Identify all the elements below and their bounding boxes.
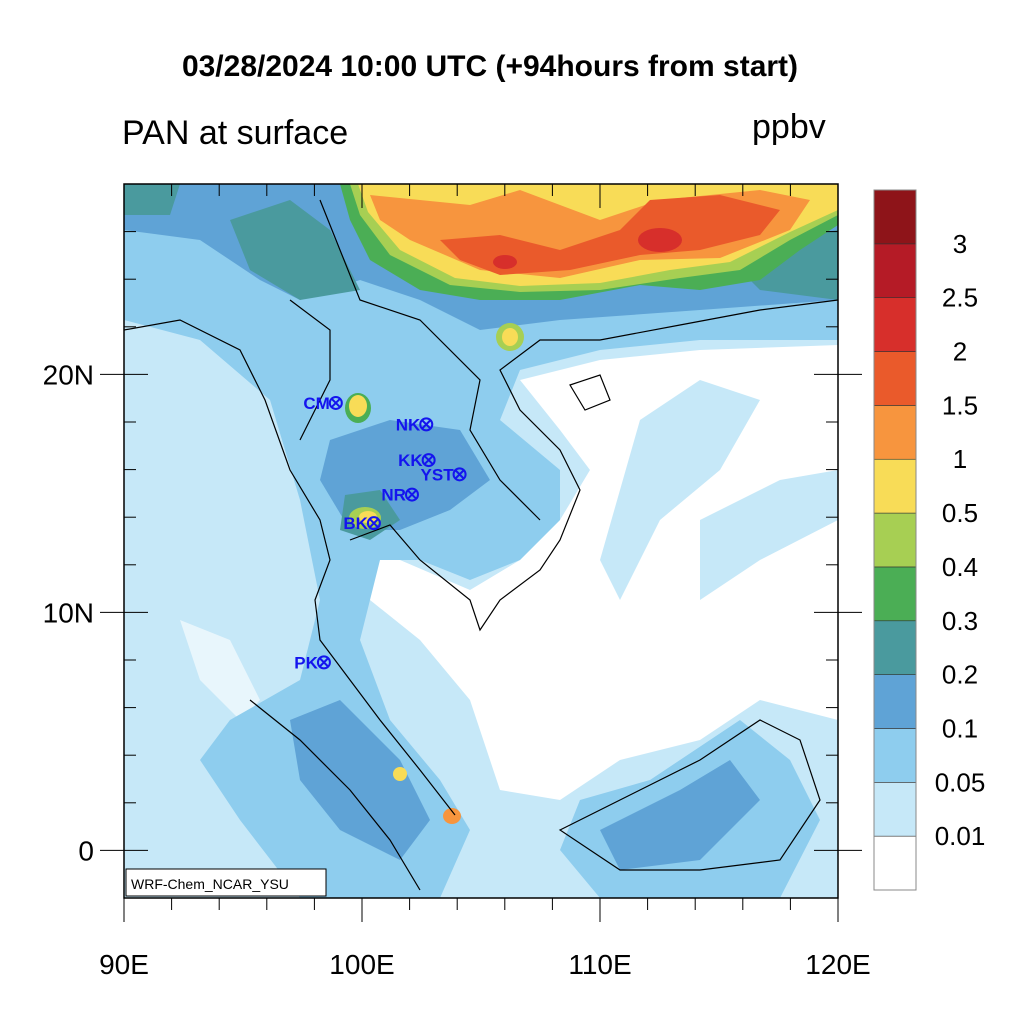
credit-box bbox=[125, 868, 327, 897]
colorbar-bin bbox=[873, 458, 917, 514]
station-label: KK bbox=[398, 451, 423, 470]
station-marker-icon bbox=[404, 487, 419, 502]
colorbar-label: 3 bbox=[953, 229, 967, 259]
station-label: CM bbox=[303, 394, 329, 413]
station-marker-icon bbox=[421, 453, 436, 468]
colorbar-label: 1 bbox=[953, 444, 967, 474]
station-marker-icon bbox=[366, 516, 381, 531]
colorbar-bin bbox=[873, 782, 917, 837]
units-title: ppbv bbox=[752, 108, 826, 146]
figure-title: 03/28/2024 10:00 UTC (+94hours from star… bbox=[181, 50, 799, 83]
colorbar-bin bbox=[873, 405, 917, 460]
colorbar-bin bbox=[873, 189, 917, 245]
colorbar-label: 0.4 bbox=[942, 552, 978, 582]
station-marker-icon bbox=[452, 467, 467, 482]
colorbar-bin bbox=[873, 566, 917, 622]
x-tick-label: 90E bbox=[99, 949, 149, 980]
colorbar-bin bbox=[873, 351, 917, 406]
variable-title: PAN at surface bbox=[122, 114, 349, 152]
colorbar-label: 0.1 bbox=[942, 713, 978, 743]
station-marker-icon bbox=[316, 655, 331, 670]
coastlines bbox=[124, 199, 838, 891]
station-label: YST bbox=[421, 465, 455, 484]
colorbar-label: 0.2 bbox=[942, 660, 978, 690]
colorbar-bin bbox=[873, 620, 917, 675]
credit-label: WRF-Chem_NCAR_YSU bbox=[131, 876, 289, 892]
plot-frame bbox=[123, 183, 839, 899]
colorbar-bin bbox=[873, 835, 917, 891]
station-marker-icon bbox=[419, 417, 434, 432]
pan-field bbox=[124, 184, 838, 898]
x-tick-label: 120E bbox=[805, 949, 870, 980]
colorbar-label: 2.5 bbox=[942, 283, 978, 313]
colorbar-bin bbox=[873, 297, 917, 352]
y-tick-label: 20N bbox=[43, 359, 94, 390]
y-tick-label: 0 bbox=[78, 835, 94, 866]
colorbar-label: 1.5 bbox=[942, 390, 978, 420]
y-tick-label: 10N bbox=[43, 597, 94, 628]
colorbar-bin bbox=[873, 674, 917, 729]
station-label: NK bbox=[396, 415, 421, 434]
colorbar-label: 0.3 bbox=[942, 606, 978, 636]
colorbar-label: 2 bbox=[953, 337, 967, 367]
station-label: NR bbox=[381, 486, 406, 505]
station-label: BK bbox=[343, 514, 368, 533]
colorbar-bin bbox=[873, 512, 917, 568]
colorbar-label: 0.01 bbox=[935, 821, 986, 851]
colorbar-bin bbox=[873, 243, 917, 298]
axis-ticks: 90E 100E 110E 120E 0 10N 20N bbox=[43, 183, 871, 980]
colorbar-bin bbox=[873, 728, 917, 783]
station-marker-icon bbox=[328, 395, 343, 410]
colorbar-label: 0.5 bbox=[942, 498, 978, 528]
colorbar-label: 0.05 bbox=[935, 767, 986, 797]
colorbar: 0.01 0.05 0.1 0.2 0.3 0.4 0.5 1 1.5 2 2.5 3 bbox=[873, 189, 986, 891]
station-label: PK bbox=[294, 653, 318, 672]
x-tick-label: 100E bbox=[329, 949, 394, 980]
x-tick-label: 110E bbox=[568, 949, 631, 980]
